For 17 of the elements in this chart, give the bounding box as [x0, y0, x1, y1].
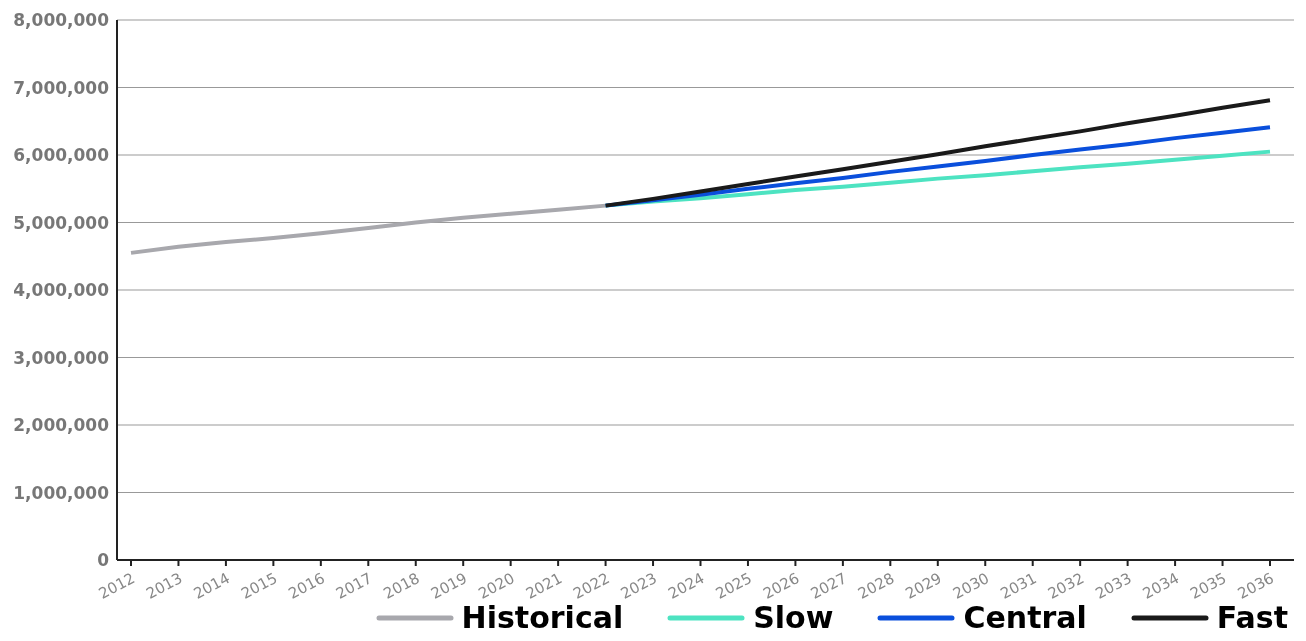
legend-label: Central: [963, 600, 1087, 635]
y-tick-label: 7,000,000: [13, 77, 110, 98]
y-tick-label: 6,000,000: [13, 145, 110, 166]
y-tick-label: 4,000,000: [13, 280, 110, 301]
x-tick-label: 2031: [997, 569, 1040, 603]
line-series: [129, 203, 608, 255]
y-tick-label: 3,000,000: [13, 347, 110, 368]
legend-label: Historical: [461, 600, 624, 635]
legend-label: Fast: [1216, 600, 1288, 635]
line-series: [603, 98, 1272, 208]
y-tick-label: 8,000,000: [13, 10, 110, 31]
legend-label: Slow: [753, 600, 834, 635]
y-tick-label: 0: [97, 550, 110, 571]
y-tick-label: 2,000,000: [13, 415, 110, 436]
y-tick-label: 5,000,000: [13, 212, 110, 233]
y-tick-label: 1,000,000: [13, 482, 110, 503]
x-tick-label: 2021: [522, 569, 565, 603]
